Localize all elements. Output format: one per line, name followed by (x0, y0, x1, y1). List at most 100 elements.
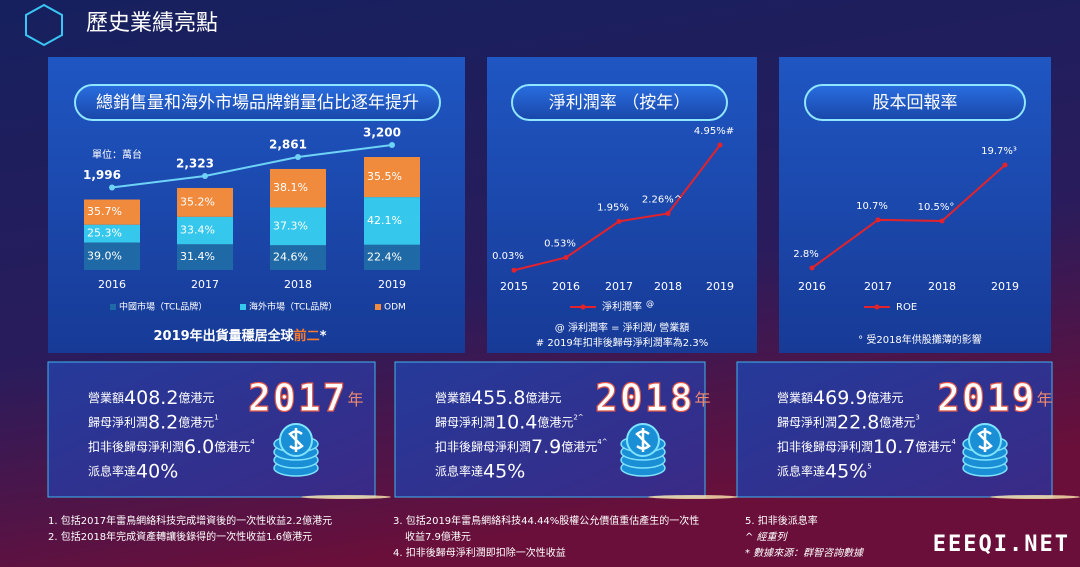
total-marker (109, 184, 115, 191)
metric-label: 派息率達 (777, 463, 825, 478)
metric-unit: 億港元 (214, 440, 250, 454)
year-number: 2017 (248, 376, 348, 420)
footnote: * 數據來源：群智咨詢數據 (745, 547, 865, 559)
legend-swatch (375, 304, 381, 310)
metric-label: 扣非後歸母淨利潤 (777, 440, 873, 454)
total-marker (202, 172, 208, 179)
metric-value: 455.8 (471, 387, 525, 409)
metric-label: 扣非後歸母淨利潤 (88, 440, 184, 454)
segment-label: 24.6% (273, 251, 308, 264)
metric-unit: 億港元 (178, 415, 214, 429)
x-tick-label: 2018 (654, 280, 682, 293)
metric-unit: 億港元 (561, 440, 597, 454)
title-pill (74, 84, 441, 121)
year-number: 2019 (937, 376, 1037, 420)
year-suffix: 年 (348, 390, 366, 409)
bar-segment (364, 244, 420, 270)
metric-value: 6.0 (184, 436, 214, 458)
metric-value: 408.2 (124, 387, 178, 409)
x-tick-label: 2019 (378, 278, 406, 291)
note-part: * (320, 329, 327, 344)
value-label: 10.7% (856, 201, 888, 212)
point (717, 142, 723, 148)
segment-label: 39.0% (87, 249, 122, 262)
total-label: 1,996 (83, 168, 121, 182)
x-tick-label: 2019 (706, 280, 734, 293)
metric: 營業額469.9億港元 (777, 387, 903, 409)
bar-segment (364, 197, 420, 245)
watermark: EEEQI.NET (933, 532, 1070, 557)
dollar (977, 428, 993, 452)
bar-segment (84, 224, 140, 243)
segment-label: 37.3% (273, 219, 308, 232)
metric-label: 派息率達 (435, 463, 483, 478)
metric-value: 7.9 (531, 436, 561, 458)
page-title: 歷史業績亮點 (86, 11, 218, 36)
metric-note: 4 (951, 438, 956, 446)
metric-label: 歸母淨利潤 (435, 415, 495, 429)
x-tick-label: 2017 (864, 280, 892, 293)
total-label: 2,861 (269, 137, 307, 151)
legend-mark: @ (646, 299, 654, 308)
footnote: 3. 包括2019年雷鳥網絡科技44.44%股權公允價值重估產生的一次性 (393, 514, 699, 527)
value-label: 2.26%^ (642, 194, 682, 205)
title-pill (511, 84, 728, 121)
metric-note: 1 (214, 414, 218, 422)
metric-unit: 億港元 (525, 391, 561, 405)
bar-segment (84, 199, 140, 225)
value-label: 0.53% (544, 239, 576, 250)
footnote: 1. 包括2017年雷鳥網絡科技完成增資後的一次性收益2.2億港元 (48, 514, 332, 527)
footnote: ^ 經重列 (745, 531, 789, 543)
legend-swatch (110, 304, 116, 310)
metric-value: 10.7 (873, 436, 915, 458)
metric-unit: 億港元 (915, 440, 951, 454)
metric: 扣非後歸母淨利潤10.7億港元4 (777, 436, 956, 458)
value-label: 2.8% (793, 249, 818, 260)
year-number: 2018 (595, 376, 695, 420)
total-line (111, 144, 393, 189)
total-marker (389, 142, 395, 148)
metric-label: 扣非後歸母淨利潤 (435, 440, 531, 454)
metric-value: 469.9 (813, 387, 867, 409)
metric-note: 2^ (573, 414, 583, 422)
bar-segment (270, 168, 326, 208)
metric-label: 派息率達 (88, 463, 136, 478)
chart-note: # 2019年扣非後歸母淨利潤率為2.3% (536, 336, 708, 349)
footnote: 4. 扣非後歸母淨利潤即扣除一次性收益 (393, 546, 566, 559)
legend-label: ODM (384, 303, 406, 313)
x-tick-label: 2019 (991, 280, 1019, 293)
chart-note: @ 淨利潤率 = 淨利潤/ 營業額 (555, 321, 689, 334)
x-tick-label: 2018 (928, 280, 956, 293)
point (939, 218, 945, 224)
dollar (635, 428, 651, 452)
bar-segment (270, 245, 326, 270)
metric: 扣非後歸母淨利潤6.0億港元4 (88, 436, 255, 458)
chart-title: 股本回報率 (873, 93, 958, 113)
title-pill (804, 84, 1026, 121)
year-suffix: 年 (1037, 390, 1055, 409)
point (616, 218, 622, 224)
x-tick-label: 2018 (284, 278, 312, 291)
metric-unit: 億港元 (537, 415, 573, 429)
dollar (288, 428, 304, 452)
footnote: 收益7.9億港元 (405, 530, 471, 543)
metric: 營業額408.2億港元 (88, 387, 214, 409)
legend-label: 中國市場（TCL品牌） (119, 301, 207, 313)
card (47, 361, 376, 498)
note-part: 2019年出貨量穩居全球 (153, 328, 294, 344)
chart-note: 2019年出貨量穩居全球前二* (153, 328, 326, 344)
segment-label: 22.4% (367, 250, 402, 263)
point (665, 210, 671, 216)
year-suffix: 年 (695, 390, 713, 409)
metric-unit: 億港元 (178, 391, 214, 405)
year: 2019年 (937, 376, 1055, 420)
legend-marker (874, 304, 880, 310)
year: 2018年 (595, 376, 713, 420)
legend-label: 海外市場（TCL品牌） (249, 301, 337, 313)
segment-label: 31.4% (180, 250, 215, 263)
bar-segment (270, 207, 326, 246)
point (1002, 162, 1008, 168)
metric: 扣非後歸母淨利潤7.9億港元4^ (435, 436, 608, 458)
metric-label: 歸母淨利潤 (777, 415, 837, 429)
